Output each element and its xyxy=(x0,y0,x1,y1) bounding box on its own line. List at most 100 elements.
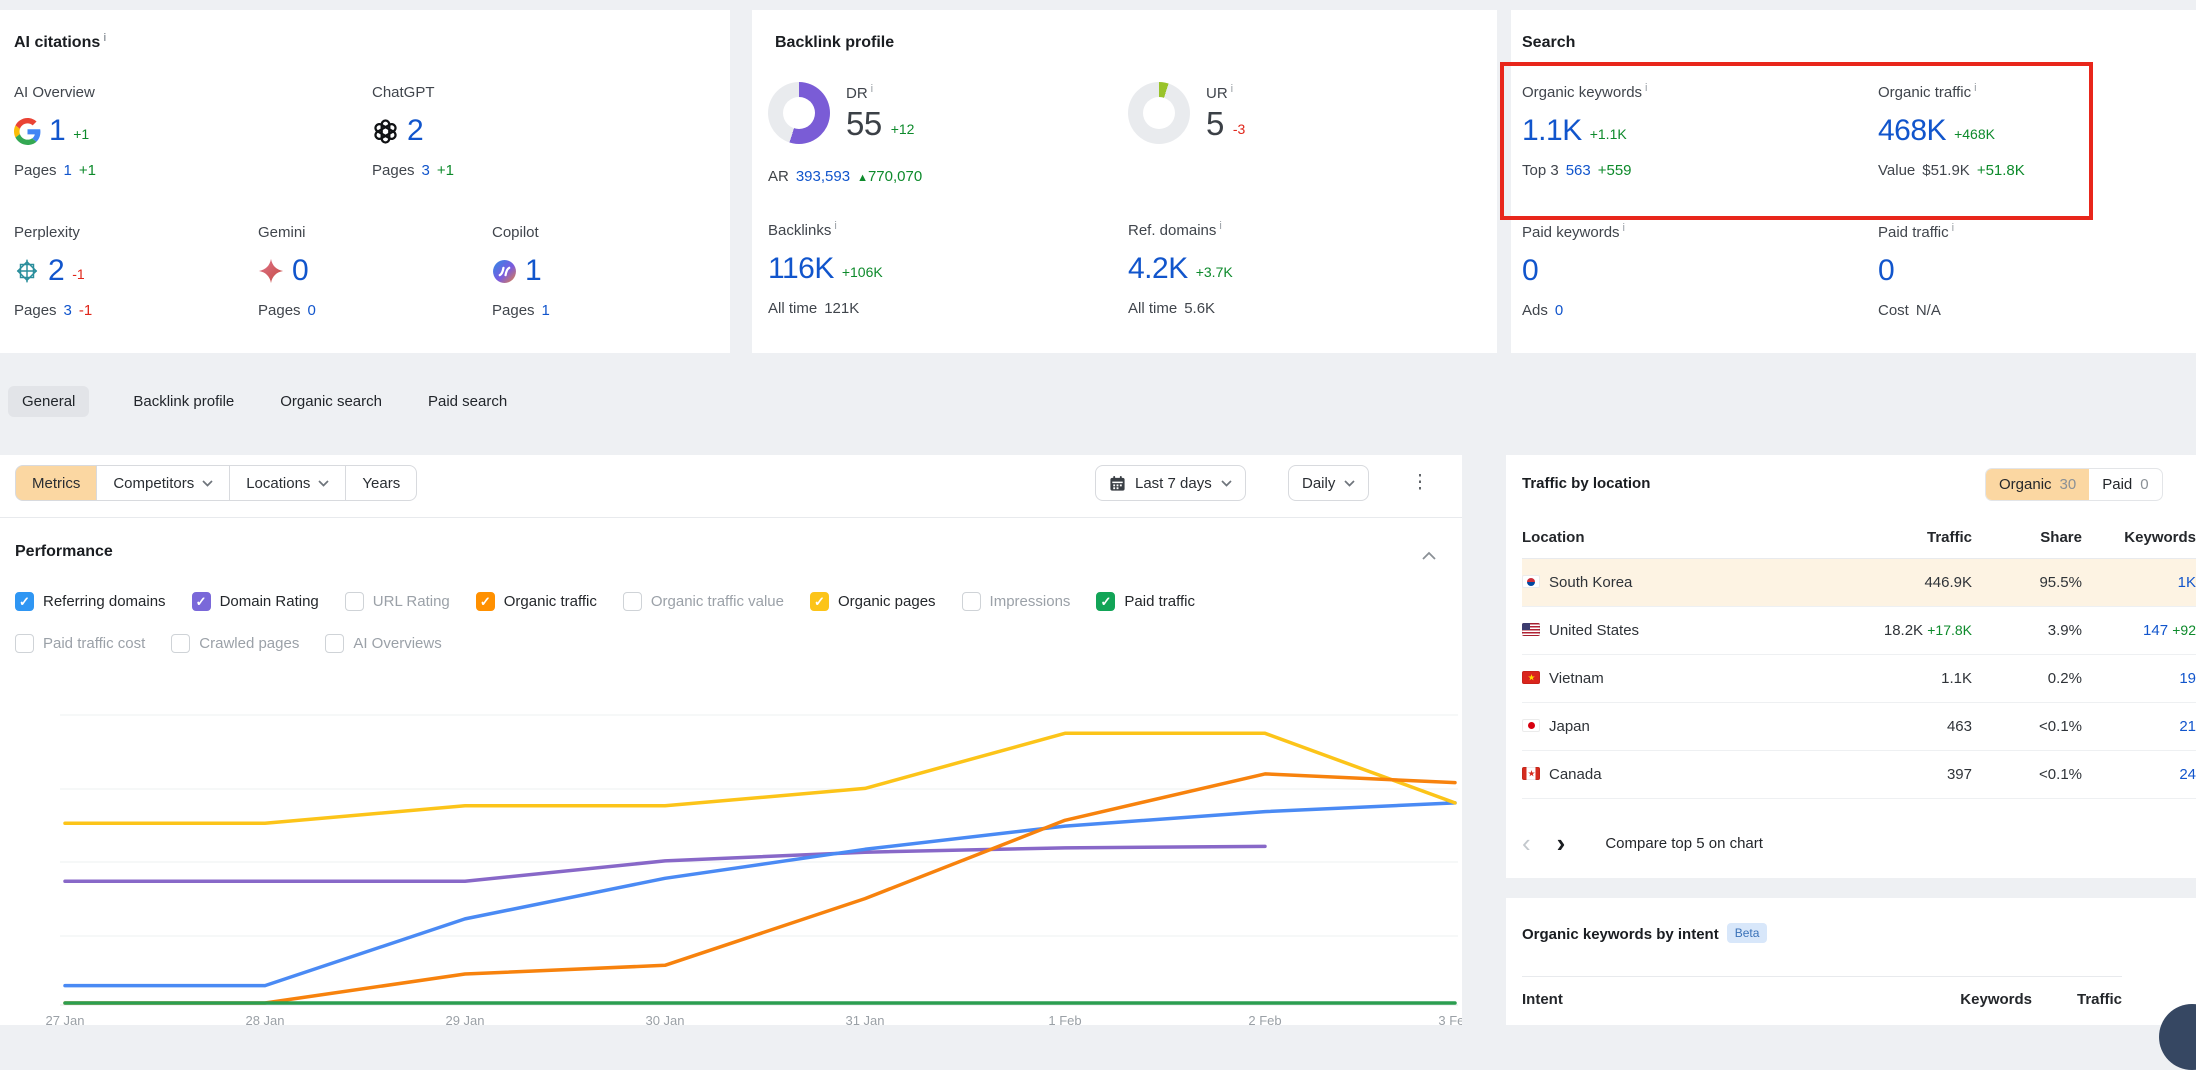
segment-locations[interactable]: Locations xyxy=(229,465,346,501)
info-icon[interactable]: i xyxy=(871,83,873,95)
checkbox-paid-traffic[interactable]: ✓Paid traffic xyxy=(1096,592,1195,611)
info-icon[interactable]: i xyxy=(1623,222,1625,234)
table-row-japan[interactable]: Japan 463 <0.1% 21 xyxy=(1522,703,2196,751)
checkbox-box: ✓ xyxy=(15,592,34,611)
table-row-united-states[interactable]: United States 18.2K +17.8K 3.9% 147 +92 xyxy=(1522,607,2196,655)
pages-count-link[interactable]: 1 xyxy=(542,302,550,319)
copilot-count[interactable]: 1 xyxy=(525,254,541,288)
keywords-count-link[interactable]: 147 xyxy=(2143,622,2168,639)
column-keywords[interactable]: Keywords xyxy=(2082,517,2196,559)
checkbox-paid-traffic-cost[interactable]: ✓Paid traffic cost xyxy=(15,634,145,653)
performance-line-chart[interactable] xyxy=(0,660,1462,1025)
info-icon[interactable]: i xyxy=(834,220,836,232)
google-icon xyxy=(14,118,41,145)
traffic-by-location-title: Traffic by location xyxy=(1522,475,1650,492)
table-row-canada[interactable]: Canada 397 <0.1% 24 xyxy=(1522,751,2196,799)
ads-count-link[interactable]: 0 xyxy=(1555,302,1563,319)
chart-filter-segments: Metrics Competitors Locations Years xyxy=(15,465,417,501)
keywords-count-link[interactable]: 21 xyxy=(2179,718,2196,735)
traffic-by-location-panel: Traffic by location Organic30 Paid0 Loca… xyxy=(1506,455,2196,878)
series-referring-domains xyxy=(65,803,1455,986)
x-tick-label: 1 Feb xyxy=(1025,1013,1105,1025)
column-traffic[interactable]: Traffic xyxy=(1802,517,1972,559)
x-tick-label: 27 Jan xyxy=(25,1013,105,1025)
info-icon[interactable]: i xyxy=(1231,83,1233,95)
tab-paid-search[interactable]: Paid search xyxy=(426,386,509,417)
tab-backlink-profile[interactable]: Backlink profile xyxy=(131,386,236,417)
dr-donut-chart xyxy=(768,82,830,144)
dr-value-row: 55 +12 xyxy=(846,105,914,143)
x-tick-label: 30 Jan xyxy=(625,1013,705,1025)
checkbox-organic-traffic-value[interactable]: ✓Organic traffic value xyxy=(623,592,784,611)
pages-count-link[interactable]: 1 xyxy=(64,162,72,179)
tab-general[interactable]: General xyxy=(8,386,89,417)
ai-citations-card: AI citationsi AI Overview 1 +1 Pages1+1 … xyxy=(0,10,730,353)
ar-row: AR 393,593 ▲770,070 xyxy=(768,168,922,185)
info-icon[interactable]: i xyxy=(103,32,106,44)
beta-badge: Beta xyxy=(1727,923,1768,943)
keywords-count-link[interactable]: 1K xyxy=(2178,574,2196,591)
date-range-button[interactable]: Last 7 days xyxy=(1095,465,1246,501)
toggle-paid[interactable]: Paid0 xyxy=(2089,469,2161,500)
checkbox-referring-domains[interactable]: ✓Referring domains xyxy=(15,592,166,611)
pages-count-link[interactable]: 3 xyxy=(64,302,72,319)
checkbox-organic-traffic[interactable]: ✓Organic traffic xyxy=(476,592,597,611)
info-icon[interactable]: i xyxy=(1952,222,1954,234)
backlinks-value-link[interactable]: 116K xyxy=(768,252,834,286)
prev-page-chevron-icon[interactable]: ‹ xyxy=(1522,833,1531,853)
toggle-organic[interactable]: Organic30 xyxy=(1986,469,2089,500)
keywords-count-link[interactable]: 19 xyxy=(2179,670,2196,687)
chatgpt-count[interactable]: 2 xyxy=(407,114,423,148)
paid-traffic-value-link[interactable]: 0 xyxy=(1878,254,1894,288)
ur-donut-chart xyxy=(1128,82,1190,144)
kebab-menu-icon[interactable]: ⋮ xyxy=(1410,468,1430,498)
checkbox-crawled-pages[interactable]: ✓Crawled pages xyxy=(171,634,299,653)
checkbox-box: ✓ xyxy=(1096,592,1115,611)
flag-icon-canada xyxy=(1522,767,1540,780)
ar-value-link[interactable]: 393,593 xyxy=(796,168,850,185)
segment-competitors[interactable]: Competitors xyxy=(96,465,230,501)
table-row-south-korea[interactable]: South Korea 446.9K 95.5% 1K xyxy=(1522,559,2196,607)
column-keywords: Keywords xyxy=(1922,991,2032,1008)
organic-paid-toggle: Organic30 Paid0 xyxy=(1985,468,2163,501)
intent-table-header: Intent Keywords Traffic xyxy=(1522,976,2122,1008)
paid-keywords-value-link[interactable]: 0 xyxy=(1522,254,1538,288)
checkbox-ai-overviews[interactable]: ✓AI Overviews xyxy=(325,634,441,653)
ur-value: 5 xyxy=(1206,105,1224,143)
column-intent: Intent xyxy=(1522,991,1922,1008)
next-page-chevron-icon[interactable]: › xyxy=(1557,833,1566,853)
series-organic-traffic xyxy=(65,774,1455,1003)
dr-label: DRi xyxy=(846,85,873,102)
checkbox-box: ✓ xyxy=(476,592,495,611)
info-icon[interactable]: i xyxy=(1219,220,1221,232)
column-location[interactable]: Location xyxy=(1522,517,1802,559)
collapse-chevron-up-icon[interactable] xyxy=(1422,547,1436,565)
annotation-box xyxy=(1500,62,2093,220)
backlink-profile-title: Backlink profile xyxy=(775,34,894,52)
table-row-vietnam[interactable]: Vietnam 1.1K 0.2% 19 xyxy=(1522,655,2196,703)
gemini-icon xyxy=(258,258,284,284)
metric-ref-domains: Ref. domainsi 4.2K +3.7K All time5.6K xyxy=(1128,222,1458,317)
metric-gemini: Gemini 0 Pages0 xyxy=(258,224,478,319)
pages-count-link[interactable]: 3 xyxy=(422,162,430,179)
segment-years[interactable]: Years xyxy=(345,465,417,501)
ref-domains-value-link[interactable]: 4.2K xyxy=(1128,252,1188,286)
pages-count-link[interactable]: 0 xyxy=(308,302,316,319)
gemini-count[interactable]: 0 xyxy=(292,254,308,288)
segment-metrics[interactable]: Metrics xyxy=(15,465,97,501)
granularity-button[interactable]: Daily xyxy=(1288,465,1369,501)
metric-paid-traffic: Paid traffici 0 CostN/A xyxy=(1878,224,2196,319)
metric-ai-overview: AI Overview 1 +1 Pages1+1 xyxy=(14,84,344,179)
checkbox-organic-pages[interactable]: ✓Organic pages xyxy=(810,592,936,611)
checkbox-url-rating[interactable]: ✓URL Rating xyxy=(345,592,450,611)
ai-overview-count[interactable]: 1 xyxy=(49,114,65,148)
perplexity-count[interactable]: 2 xyxy=(48,254,64,288)
tab-organic-search[interactable]: Organic search xyxy=(278,386,384,417)
metric-copilot: Copilot 1 Pages1 xyxy=(492,224,712,319)
performance-panel: Metrics Competitors Locations Years Last… xyxy=(0,455,1462,1025)
ar-delta: ▲770,070 xyxy=(857,168,922,185)
checkbox-impressions[interactable]: ✓Impressions xyxy=(962,592,1071,611)
column-share[interactable]: Share xyxy=(1972,517,2082,559)
keywords-count-link[interactable]: 24 xyxy=(2179,766,2196,783)
checkbox-domain-rating[interactable]: ✓Domain Rating xyxy=(192,592,319,611)
